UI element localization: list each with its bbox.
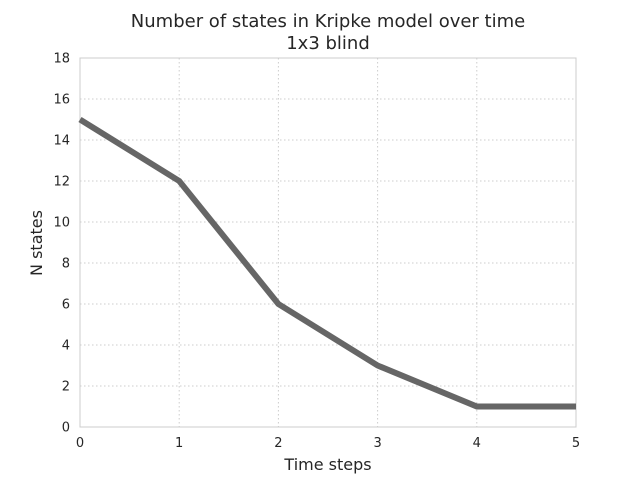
chart-subtitle: 1x3 blind: [286, 33, 370, 54]
y-tick-label-4: 8: [62, 257, 70, 272]
series-line-0: [78, 116, 576, 410]
x-tick-label-3: 3: [373, 436, 381, 451]
y-tick-label-2: 4: [62, 339, 70, 354]
y-tick-label-7: 14: [53, 134, 70, 149]
chart-title: Number of states in Kripke model over ti…: [131, 11, 525, 32]
x-tick-label-2: 2: [274, 436, 282, 451]
x-tick-labels: 0 1 2 3 4 5: [76, 436, 580, 451]
y-tick-label-1: 2: [62, 380, 70, 395]
x-axis-label: Time steps: [283, 455, 371, 474]
y-tick-label-0: 0: [62, 421, 70, 436]
x-tick-label-5: 5: [572, 436, 580, 451]
y-tick-label-6: 12: [53, 175, 70, 190]
y-tick-label-9: 18: [53, 52, 70, 67]
series-layer: [78, 116, 577, 410]
y-tick-label-5: 10: [53, 216, 70, 231]
grid-lines: [79, 57, 577, 428]
y-axis-label: N states: [27, 210, 46, 276]
y-tick-labels: 0 2 4 6 8 10 12 14 16 18: [53, 52, 70, 436]
y-tick-label-8: 16: [53, 93, 70, 108]
y-tick-label-3: 6: [62, 298, 70, 313]
x-tick-label-4: 4: [473, 436, 481, 451]
x-tick-label-0: 0: [76, 436, 84, 451]
x-tick-label-1: 1: [175, 436, 183, 451]
plot-frame: [79, 57, 577, 428]
